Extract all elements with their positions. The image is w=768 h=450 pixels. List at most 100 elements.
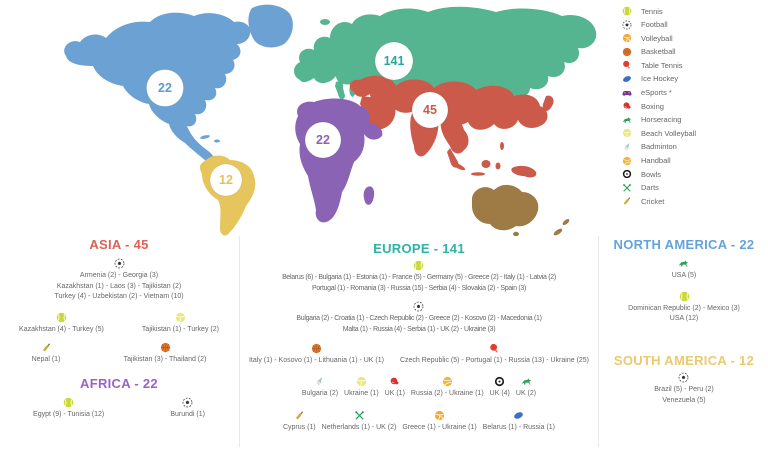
section-title-europe: EUROPE - 141 [373,241,465,256]
legend-label: Ice Hockey [641,74,679,84]
country-counts: Netherlands (1) - UK (2) [321,424,397,431]
island-cuba [200,135,210,139]
islands-philippines [500,142,504,150]
island-greenland[interactable] [248,4,293,48]
asia-cricket-entry: Nepal (1) [31,342,61,366]
legend-item-cricket[interactable]: Cricket [622,196,696,206]
count-bubble-south-america[interactable]: 12 [209,163,243,197]
country-counts: Greece (1) - Ukraine (1) [402,424,477,431]
legend-item-table-tennis[interactable]: Table Tennis [622,60,696,70]
country-counts: Turkey (4) - Uzbekistan (2) - Vietnam (1… [54,293,184,300]
island-tasmania [513,231,519,237]
north-america-horseracing-entry: USA (5) [672,258,696,282]
country-counts: Russia (2) - Ukraine (1) [410,389,484,397]
country-counts: Dominican Republic (2) - Mexico (3) [628,304,740,312]
legend-label: Table Tennis [641,60,683,70]
tennis-icon [413,260,424,271]
island-new-guinea [511,165,537,178]
handball-icon [622,156,632,166]
tennis-icon [679,291,690,302]
section-europe: EUROPE - 141 Belarus (6) - Bulgaria (1) … [241,241,597,434]
island-borneo [481,160,491,168]
section-title-africa: AFRICA - 22 [80,376,158,391]
country-counts: UK (4) [489,389,510,397]
europe-badminton-entry: Bulgaria (2) [302,376,338,400]
country-counts: Tajikistan (1) - Turkey (2) [141,325,219,333]
legend-label: Bowls [641,169,662,179]
country-counts: Kazakhstan (4) - Turkey (5) [19,325,104,333]
legend-item-volleyball[interactable]: Volleyball [622,33,696,43]
table-tennis-icon [489,343,500,354]
peninsula-arabia [360,96,396,130]
count-bubble-africa[interactable]: 22 [304,121,342,159]
country-counts: Armenia (2) - Georgia (3) [79,272,159,279]
cricket-bat-icon [622,196,632,206]
tennis-icon [622,6,632,16]
bubble-value-south-america: 12 [219,173,233,187]
legend-label: Badminton [641,142,677,152]
legend-label: Basketball [641,47,676,57]
legend-label: Tennis [641,6,663,16]
bubble-value-north-america: 22 [158,81,172,95]
legend-item-beach-volleyball[interactable]: Beach Volleyball [622,128,696,138]
cricket-bat-icon [294,410,305,421]
section-south-america: SOUTH AMERICA - 12 Brazil (5) - Peru (2)… [600,353,768,406]
europe-tennis-entry: Belarus (6) - Bulgaria (1) - Estonia (1)… [282,260,556,294]
handball-icon [442,376,453,387]
boxing-glove-icon [622,101,632,111]
horse-icon [678,258,689,269]
europe-football-entry: Bulgaria (2) - Croatia (1) - Czech Repub… [296,301,542,335]
legend-item-boxing[interactable]: Boxing [622,101,696,111]
country-counts: Tajikistan (3) - Thailand (2) [123,356,207,363]
country-counts: Nepal (1) [31,356,61,363]
legend-item-handball[interactable]: Handball [622,156,696,166]
legend-label: Beach Volleyball [641,128,697,138]
island-new-zealand-north [562,219,570,225]
basketball-icon [160,342,171,353]
legend-item-football[interactable]: Football [622,20,696,30]
count-bubble-asia[interactable]: 45 [411,91,449,129]
darts-icon [622,183,632,193]
country-counts: Bulgaria (2) [301,389,339,397]
legend-item-bowls[interactable]: Bowls [622,169,696,179]
legend-item-ice-hockey[interactable]: Ice Hockey [622,74,696,84]
country-counts: UK (2) [515,389,537,397]
continent-asia[interactable] [349,75,548,130]
country-counts: Egypt (9) - Tunisia (12) [33,411,105,418]
island-madagascar [363,186,375,205]
section-africa: AFRICA - 22 Egypt (9) - Tunisia (12) Bur… [0,376,238,421]
europe-beach-volleyball-entry: Ukraine (1) [344,376,379,400]
legend-item-basketball[interactable]: Basketball [622,47,696,57]
continent-australia[interactable] [472,184,539,231]
sports-legend: Tennis Football Volleyball Basketball Ta… [622,6,696,206]
country-counts: Kazakhstan (1) - Laos (3) - Tajikistan (… [56,282,182,290]
bowls-icon [622,169,632,179]
country-counts: Venezuela (5) [662,396,706,404]
legend-item-horseracing[interactable]: Horseracing [622,115,696,125]
horse-icon [622,115,632,125]
legend-item-badminton[interactable]: Badminton [622,142,696,152]
legend-label: Volleyball [641,33,673,43]
island-hispaniola [214,139,220,143]
basketball-icon [311,343,322,354]
country-counts: Bulgaria (2) - Croatia (1) - Czech Repub… [296,315,542,322]
shuttlecock-icon [622,142,632,152]
legend-item-tennis[interactable]: Tennis [622,6,696,16]
volleyball-icon [622,33,632,43]
asia-tennis-entry: Kazakhstan (4) - Turkey (5) [19,312,104,336]
legend-item-darts[interactable]: Darts [622,183,696,193]
south-america-football-entry: Brazil (5) - Peru (2) Venezuela (5) [654,372,714,406]
world-map: 141 45 22 22 12 [64,4,597,237]
country-counts: USA (12) [669,315,699,322]
island-java [471,172,485,176]
north-america-tennis-entry: Dominican Republic (2) - Mexico (3) USA … [628,291,740,325]
island-iceland [320,19,330,25]
tennis-icon [63,397,74,408]
bowls-icon [494,376,505,387]
island-sulawesi [495,162,501,170]
football-icon [678,372,689,383]
count-bubble-north-america[interactable]: 22 [146,69,184,107]
europe-darts-entry: Netherlands (1) - UK (2) [321,410,397,434]
legend-item-esports[interactable]: eSports * [622,88,696,98]
count-bubble-europe[interactable]: 141 [374,41,414,81]
